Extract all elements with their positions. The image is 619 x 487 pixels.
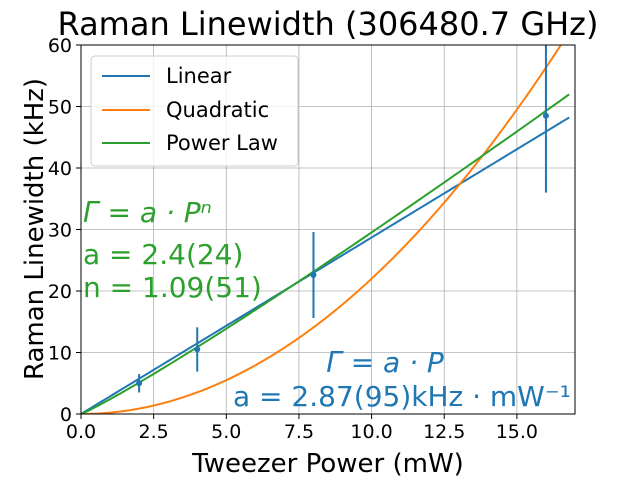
y-tick-label: 10	[48, 343, 72, 365]
x-ticks: 0.0 2.5 5.0 7.5 10.0 12.5 15.0	[66, 414, 538, 443]
x-tick-label: 7.5	[284, 421, 314, 443]
x-tick-label: 15.0	[496, 421, 538, 443]
y-tick-label: 0	[60, 404, 72, 426]
power-law-formula: Γ = a · Pⁿ	[83, 196, 212, 229]
y-tick-label: 60	[48, 35, 72, 57]
legend: Linear Quadratic Power Law	[90, 55, 299, 167]
legend-label-linear: Linear	[166, 64, 232, 88]
fit-line-quadratic	[81, 45, 563, 414]
y-axis-label: Raman Linewidth (kHz)	[20, 78, 50, 380]
x-axis-label: Tweezer Power (mW)	[191, 449, 464, 479]
data-point	[310, 272, 317, 279]
fit-line-power	[81, 93, 570, 414]
y-tick-label: 30	[48, 220, 72, 242]
data-point	[542, 112, 549, 119]
legend-label-power-law: Power Law	[166, 131, 278, 155]
power-law-n-value: n = 1.09(51)	[83, 271, 262, 304]
data-point	[136, 380, 143, 387]
fit-line-linear	[81, 116, 570, 414]
linear-annotation: Γ = a · P a = 2.87(95)kHz · mW⁻¹	[233, 346, 571, 413]
x-tick-label: 10.0	[350, 421, 392, 443]
x-tick-label: 2.5	[139, 421, 169, 443]
y-tick-label: 50	[48, 97, 72, 119]
power-law-a-value: a = 2.4(24)	[83, 238, 243, 271]
chart-title: Raman Linewidth (306480.7 GHz)	[58, 5, 599, 43]
x-tick-label: 0.0	[66, 421, 96, 443]
data-point	[194, 346, 201, 353]
power-law-annotation: Γ = a · Pⁿ a = 2.4(24) n = 1.09(51)	[83, 196, 262, 304]
legend-box	[90, 55, 299, 167]
legend-label-quadratic: Quadratic	[166, 98, 269, 122]
linear-formula: Γ = a · P	[326, 346, 444, 379]
fit-lines	[81, 45, 570, 414]
y-ticks: 0 10 20 30 40 50 60	[48, 35, 81, 426]
x-tick-label: 5.0	[211, 421, 241, 443]
linear-a-value: a = 2.87(95)kHz · mW⁻¹	[233, 380, 571, 413]
y-tick-label: 40	[48, 158, 72, 180]
error-bars	[136, 45, 549, 393]
x-tick-label: 12.5	[423, 421, 465, 443]
y-tick-label: 20	[48, 281, 72, 303]
